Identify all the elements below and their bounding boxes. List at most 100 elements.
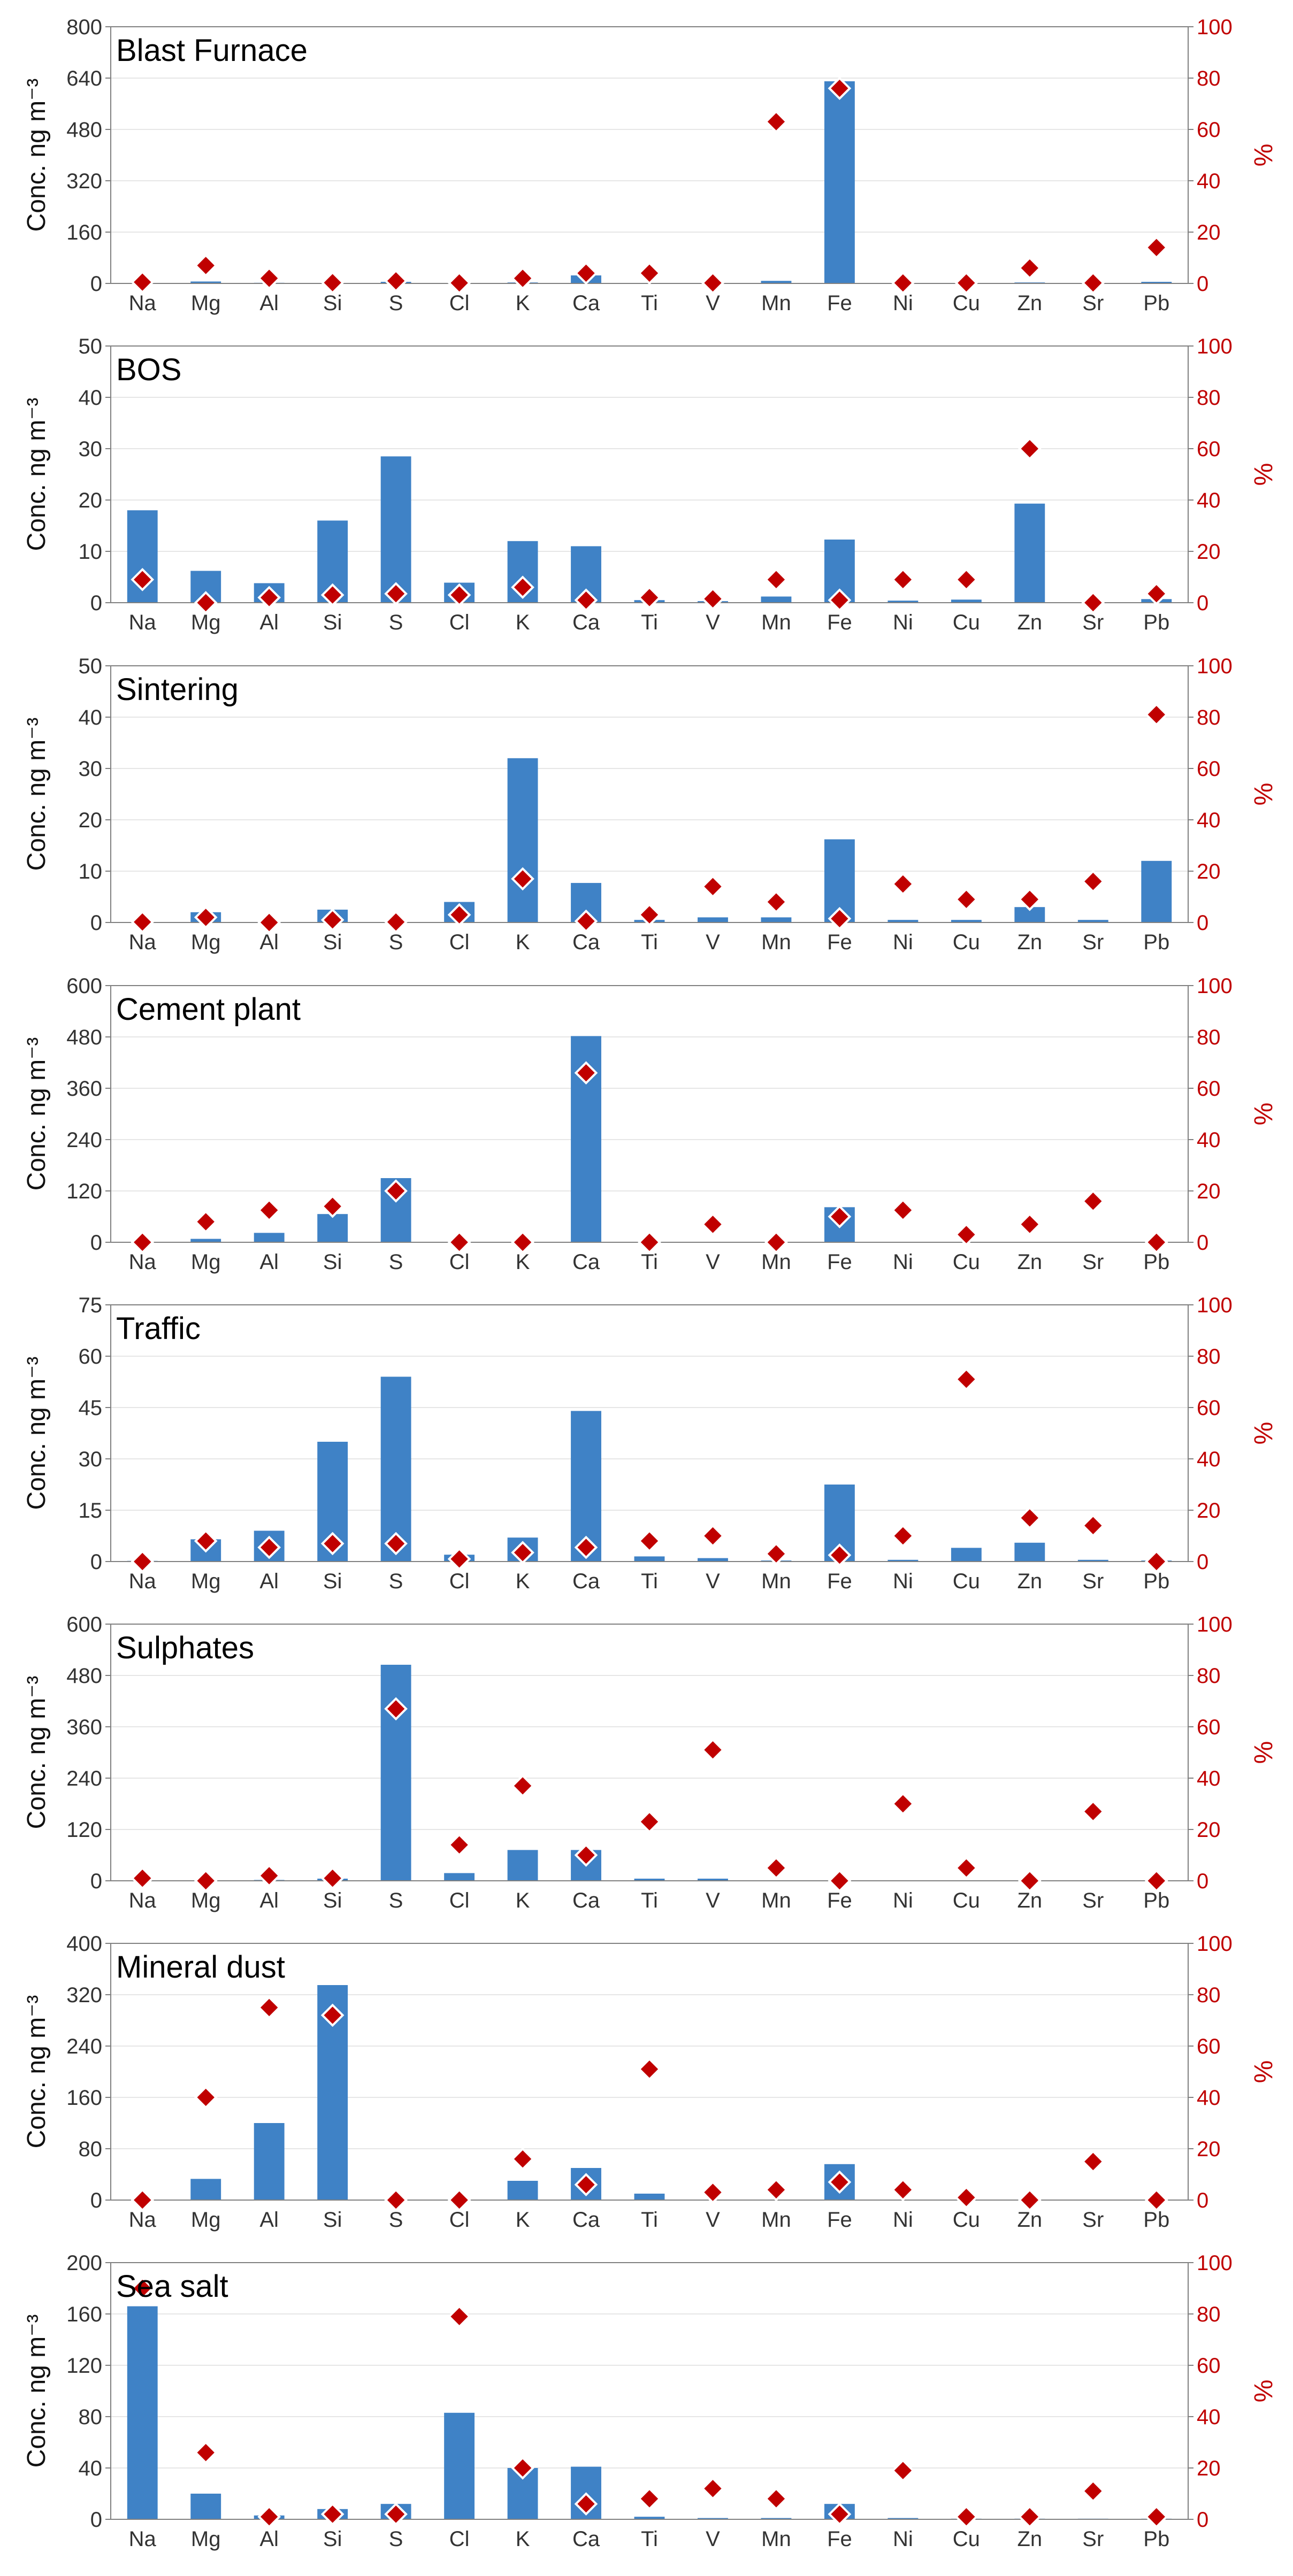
bar-ni <box>887 2518 919 2519</box>
right-tick-label: 20 <box>1197 1818 1221 1842</box>
panel-2: 0 10 20 30 40 50 0 20 40 60 80 100 Na Mg Al Si S Cl K Ca Ti V… <box>22 335 1278 634</box>
right-tick-label: 80 <box>1197 1983 1221 2007</box>
diamond-mg <box>194 1210 218 1234</box>
category-label: Zn <box>1017 1889 1042 1912</box>
diamond-v <box>701 874 725 898</box>
right-tick-label: 20 <box>1197 2457 1221 2480</box>
right-tick-label: 40 <box>1197 2086 1221 2110</box>
left-tick-label: 360 <box>66 1716 102 1739</box>
diamond-fe <box>828 1869 852 1893</box>
diamond-pb <box>1144 1869 1168 1893</box>
right-axis-title: % <box>1250 783 1278 806</box>
left-tick-label: 0 <box>90 2508 102 2532</box>
right-axis-title: % <box>1250 463 1278 486</box>
diamond-s <box>384 910 408 934</box>
diamond-v <box>701 1212 725 1236</box>
left-tick-label: 480 <box>66 118 102 142</box>
right-tick-label: 20 <box>1197 540 1221 564</box>
diamond-zn <box>1017 1869 1042 1893</box>
bar-al <box>254 1233 285 1242</box>
diamond-sr <box>1081 1513 1105 1537</box>
left-tick-label: 600 <box>66 974 102 998</box>
right-tick-label: 80 <box>1197 2303 1221 2326</box>
right-tick-label: 100 <box>1197 2251 1233 2275</box>
category-label: Ca <box>572 291 600 315</box>
panel-title: Sintering <box>116 672 239 707</box>
category-label: Ca <box>572 2208 600 2232</box>
category-label: Ni <box>893 2208 913 2232</box>
category-label: Mg <box>191 1250 221 1274</box>
diamond-pb <box>1144 1550 1168 1573</box>
category-label: Ti <box>641 1889 658 1912</box>
diamond-ca <box>574 1061 598 1085</box>
diamond-fe <box>828 2170 852 2194</box>
diamond-mn <box>764 1856 788 1880</box>
left-tick-label: 480 <box>66 1026 102 1049</box>
left-tick-label: 240 <box>66 1767 102 1790</box>
right-tick-label: 60 <box>1197 2354 1221 2378</box>
category-label: Al <box>259 2208 279 2232</box>
right-axis-title: % <box>1250 1422 1278 1445</box>
diamond-v <box>701 2477 725 2501</box>
diamond-cu <box>954 271 978 295</box>
right-tick-label: 100 <box>1197 16 1233 39</box>
category-label: Na <box>129 931 157 954</box>
category-label: Fe <box>827 2527 852 2551</box>
diamond-v <box>701 587 725 611</box>
right-tick-label: 60 <box>1197 1716 1221 1739</box>
bar-cu <box>951 599 982 603</box>
diamond-sr <box>1081 591 1105 614</box>
diamond-si <box>320 2003 345 2027</box>
bar-na <box>127 2306 158 2519</box>
right-tick-label: 20 <box>1197 1499 1221 1522</box>
diamond-mg <box>194 905 218 929</box>
panel-title: Blast Furnace <box>116 33 308 68</box>
right-tick-label: 0 <box>1197 2508 1208 2532</box>
diamond-ca <box>574 2173 598 2197</box>
diamond-mn <box>764 890 788 914</box>
diamond-pb <box>1144 703 1168 727</box>
diamond-si <box>320 908 345 932</box>
right-tick-label: 0 <box>1197 1870 1208 1893</box>
category-label: Na <box>129 611 157 634</box>
right-tick-label: 60 <box>1197 1396 1221 1420</box>
category-label: V <box>706 1570 720 1593</box>
left-tick-label: 0 <box>90 1550 102 1574</box>
category-label: Cl <box>449 1570 470 1593</box>
category-label: S <box>389 611 403 634</box>
diamond-al <box>257 1996 281 2019</box>
category-label: Ca <box>572 931 600 954</box>
category-label: Ca <box>572 1570 600 1593</box>
diamond-ni <box>891 2458 915 2482</box>
panel-title: Cement plant <box>116 992 301 1027</box>
diamond-sr <box>1081 271 1105 295</box>
diamond-v <box>701 2180 725 2204</box>
panel-title: Traffic <box>116 1311 201 1346</box>
bar-mn <box>761 917 792 922</box>
diamond-cu <box>954 1367 978 1391</box>
panel-title: Sea salt <box>116 2269 228 2304</box>
diamond-na <box>131 1550 155 1573</box>
bar-mn <box>761 281 792 283</box>
diamond-si <box>320 1866 345 1890</box>
right-tick-label: 60 <box>1197 1077 1221 1101</box>
left-tick-label: 80 <box>79 2405 103 2429</box>
category-label: Ni <box>893 2527 913 2551</box>
right-tick-label: 100 <box>1197 1613 1233 1636</box>
bar-sr <box>1077 920 1108 922</box>
left-tick-label: 10 <box>79 860 103 883</box>
right-tick-label: 20 <box>1197 1180 1221 1203</box>
left-tick-label: 480 <box>66 1664 102 1688</box>
right-tick-label: 80 <box>1197 1664 1221 1688</box>
diamond-ti <box>638 2057 661 2081</box>
bar-mg <box>190 1239 221 1242</box>
panel-7: 0 80 160 240 320 400 0 20 40 60 80 100 Na Mg Al Si S Cl K C… <box>22 1932 1278 2232</box>
diamond-ti <box>638 261 661 285</box>
category-label: Zn <box>1017 1250 1042 1274</box>
panel-4: 0 120 240 360 480 600 0 20 40 60 80 100 Na Mg Al Si S Cl K… <box>22 974 1278 1274</box>
right-tick-label: 60 <box>1197 437 1221 461</box>
right-axis-title: % <box>1250 1103 1278 1126</box>
left-tick-label: 60 <box>79 1345 103 1368</box>
diamond-mn <box>764 1542 788 1566</box>
diamond-ni <box>891 1524 915 1548</box>
